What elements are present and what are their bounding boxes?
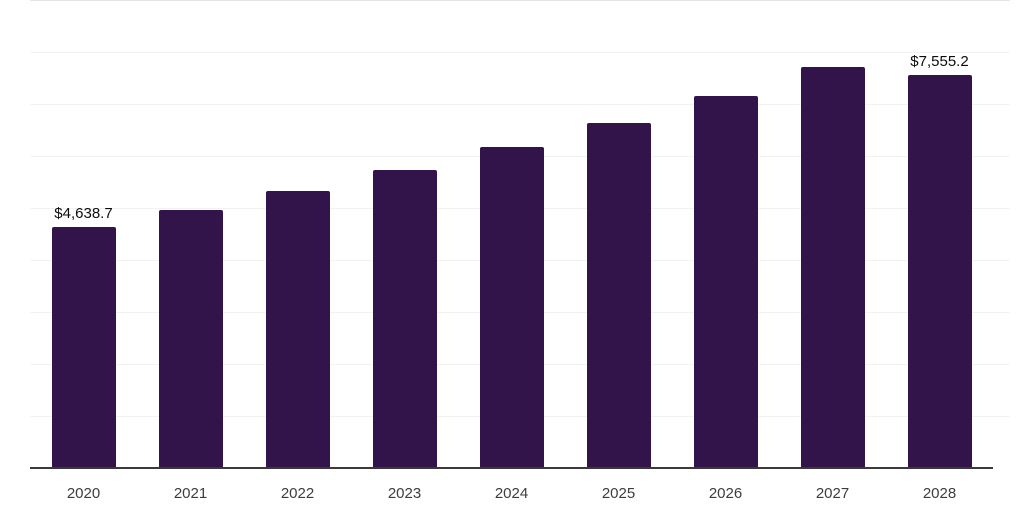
plot-area: $4,638.7 $7,555.2 — [30, 0, 1010, 468]
bar-2022 — [265, 190, 330, 468]
bar-value-label-2028: $7,555.2 — [910, 53, 969, 71]
x-axis-line — [30, 467, 993, 469]
bar-2021 — [158, 210, 223, 468]
bar-2026 — [693, 95, 758, 468]
bar-value-label-2020: $4,638.7 — [54, 204, 113, 222]
bar-2023 — [372, 169, 437, 468]
x-axis-label-2027: 2027 — [815, 485, 850, 502]
x-axis-label-2028: 2028 — [922, 485, 957, 502]
gridline — [30, 52, 1010, 53]
bar-2027 — [800, 66, 865, 468]
bar-2024 — [479, 146, 544, 468]
x-axis-label-2022: 2022 — [280, 485, 315, 502]
bar-2020 — [51, 226, 116, 468]
x-axis-label-2020: 2020 — [66, 485, 101, 502]
gridline — [30, 0, 1010, 1]
x-axis-label-2021: 2021 — [173, 485, 208, 502]
x-axis-label-2026: 2026 — [708, 485, 743, 502]
x-axis-label-2024: 2024 — [494, 485, 529, 502]
x-axis-label-2025: 2025 — [601, 485, 636, 502]
bar-2025 — [586, 122, 651, 468]
bar-2028 — [907, 75, 972, 468]
x-axis-label-2023: 2023 — [387, 485, 422, 502]
gridline — [30, 104, 1010, 105]
